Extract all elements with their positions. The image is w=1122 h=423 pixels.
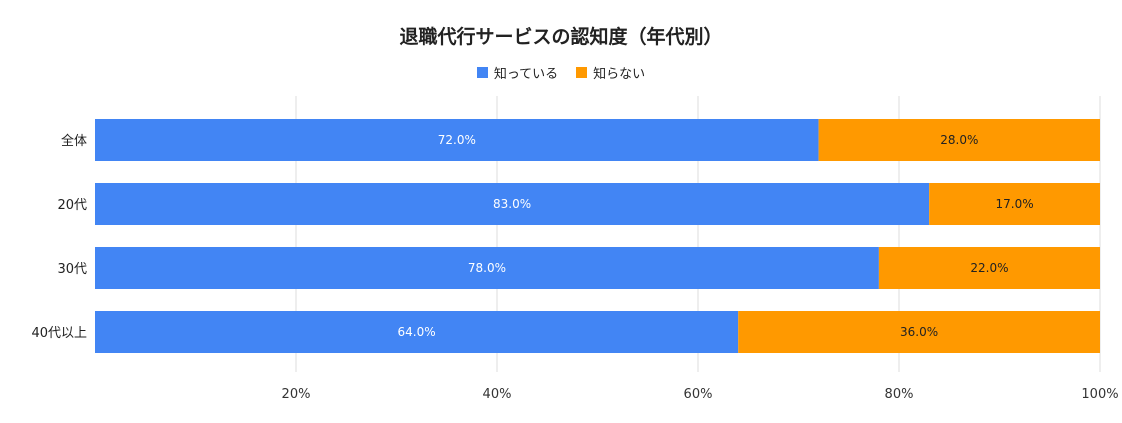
bar-label-unknown-2: 22.0%: [970, 261, 1008, 275]
bar-label-unknown-0: 28.0%: [940, 133, 978, 147]
category-label-1: 20代: [57, 198, 87, 213]
legend-label-unknown: 知らない: [593, 67, 646, 82]
category-label-3: 40代以上: [31, 326, 87, 341]
category-label-0: 全体: [61, 133, 87, 149]
bar-known-3: [95, 311, 739, 353]
bar-unknown-1: [929, 183, 1100, 225]
legend: 知っている 知らない: [0, 63, 1122, 82]
legend-label-known: 知っている: [493, 67, 559, 82]
bar-label-unknown-3: 36.0%: [900, 325, 938, 339]
legend-item-known: 知っている: [476, 63, 559, 82]
legend-item-unknown: 知らない: [576, 63, 645, 82]
legend-swatch-known: [476, 67, 488, 78]
x-tick-label-100: 100%: [1081, 387, 1118, 402]
x-tick-label-40: 40%: [483, 387, 512, 402]
bar-known-2: [95, 247, 879, 289]
bar-unknown-0: [818, 119, 1100, 161]
bar-label-known-1: 83.0%: [493, 197, 531, 211]
bar-known-1: [95, 183, 930, 225]
x-tick-label-20: 20%: [282, 387, 311, 402]
bar-label-known-3: 64.0%: [398, 325, 436, 339]
x-tick-label-60: 60%: [684, 387, 713, 402]
x-tick-label-80: 80%: [885, 387, 914, 402]
category-label-2: 30代: [57, 262, 87, 277]
bar-known-0: [95, 119, 819, 161]
bar-unknown-3: [738, 311, 1100, 353]
chart-title: 退職代行サービスの認知度（年代別）: [399, 26, 723, 48]
bar-unknown-2: [878, 247, 1100, 289]
bar-label-known-0: 72.0%: [438, 133, 476, 147]
bar-label-known-2: 78.0%: [468, 261, 506, 275]
bar-label-unknown-1: 17.0%: [996, 197, 1034, 211]
legend-swatch-unknown: [576, 67, 588, 78]
